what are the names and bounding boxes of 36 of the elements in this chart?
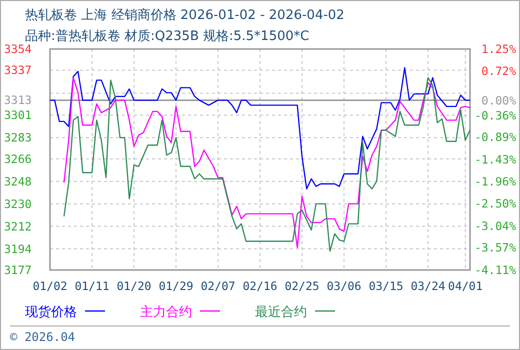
y2-tick-label: 0.00% [481,94,516,108]
y-tick-label: 3194 [4,242,32,256]
x-tick-label: 02/16 [242,279,278,293]
y-tick-label: 3177 [4,263,32,277]
x-tick-label: 03/06 [326,279,362,293]
y2-tick-label: -4.11% [474,263,516,277]
y-tick-label: 3283 [4,130,32,145]
y2-tick-label: -3.04% [474,218,516,233]
annotation: © 2026.04 [10,330,76,344]
y-tick-label: 3266 [4,152,32,166]
y2-tick-label: 0.72% [481,64,516,78]
y2-tick-label: -2.50% [474,196,516,211]
y-tick-label: 3212 [4,219,32,234]
y2-tick-label: 1.25% [481,42,516,56]
y-tick-label: 3313 [4,93,32,108]
y-tick-label: 3301 [4,108,32,122]
y2-tick-label: -3.57% [474,240,516,255]
y2-tick-label: -0.89% [474,130,516,144]
y2-tick-label: -1.96% [474,174,516,188]
title: 热轧板卷 上海 经销商价格 2026-01-02 - 2026-04-02 [25,8,344,23]
x-tick-label: 04/01 [448,279,483,293]
x-tick-label: 01/29 [158,279,194,293]
x-tick-label: 01/11 [74,279,110,293]
x-tick-label: 02/07 [200,279,236,293]
x-tick-label: 02/25 [284,279,320,293]
y-tick-label: 3354 [4,42,32,56]
y-tick-label: 3230 [4,196,32,211]
x-tick-label: 01/02 [32,279,68,293]
x-tick-label: 01/20 [116,279,152,293]
x-tick-label: 03/15 [368,279,404,293]
x-tick-label: 03/24 [410,279,446,293]
y-tick-label: 3248 [4,174,32,188]
subtitle: 品种:普热轧板卷 材质:Q235B 规格:5.5*1500*C [25,29,310,44]
y2-tick-label: -0.36% [474,108,516,122]
y-tick-label: 3337 [4,63,32,78]
y2-tick-label: -1.43% [474,152,516,166]
